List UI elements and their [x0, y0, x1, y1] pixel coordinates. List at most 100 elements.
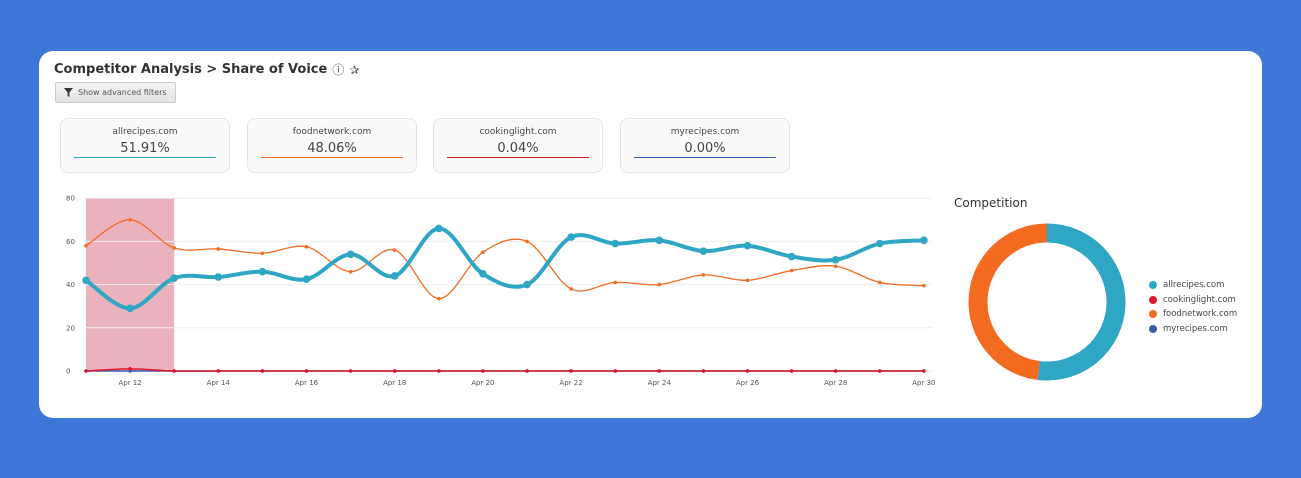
- data-point: [216, 369, 221, 373]
- legend-dot: [1149, 310, 1157, 319]
- x-tick-label: Apr 26: [736, 379, 760, 387]
- legend-dot: [1149, 281, 1157, 290]
- show-advanced-filters-button[interactable]: Show advanced filters: [55, 82, 176, 103]
- y-tick-label: 0: [66, 368, 70, 376]
- x-tick-label: Apr 18: [383, 379, 406, 387]
- x-tick-label: Apr 30: [912, 379, 935, 387]
- legend-item[interactable]: foodnetwork.com: [1149, 307, 1237, 322]
- data-point: [84, 369, 88, 373]
- info-icon[interactable]: ⓘ: [332, 63, 345, 77]
- x-tick-label: Apr 16: [295, 379, 319, 387]
- data-point: [172, 369, 176, 373]
- series-line-cookinglight: [85, 368, 924, 372]
- kpi-name: myrecipes.com: [670, 127, 740, 137]
- data-point: [657, 369, 662, 373]
- data-point: [304, 369, 309, 373]
- legend-item[interactable]: myrecipes.com: [1149, 322, 1237, 337]
- data-point: [569, 369, 573, 373]
- data-point: [481, 250, 485, 254]
- data-point: [525, 369, 529, 373]
- data-point: [876, 239, 884, 248]
- data-point: [831, 255, 840, 264]
- kpi-value: 51.91%: [74, 141, 216, 158]
- x-tick-label: Apr 22: [559, 379, 582, 387]
- data-point: [479, 270, 487, 278]
- kpi-value: 48.06%: [261, 141, 403, 158]
- data-point: [435, 224, 443, 233]
- data-point: [611, 239, 619, 248]
- data-point: [789, 268, 794, 273]
- kpi-name: cookinglight.com: [479, 127, 557, 137]
- filter-icon: [64, 88, 73, 97]
- data-point: [743, 241, 752, 250]
- data-point: [701, 273, 706, 277]
- data-point: [701, 369, 706, 373]
- data-point: [525, 239, 529, 244]
- kpi-value: 0.00%: [634, 141, 776, 158]
- data-point: [613, 369, 617, 373]
- kpi-foodnetwork[interactable]: foodnetwork.com 48.06%: [247, 118, 417, 173]
- breadcrumb: Competitor Analysis > Share of Voice: [54, 62, 328, 77]
- legend-item[interactable]: cookinglight.com: [1149, 293, 1237, 308]
- data-point: [437, 369, 441, 373]
- data-point: [216, 247, 221, 251]
- pin-icon[interactable]: ✰: [349, 62, 360, 77]
- legend-label: cookinglight.com: [1163, 294, 1236, 305]
- data-point: [346, 250, 355, 259]
- data-point: [348, 269, 353, 274]
- y-tick-label: 20: [66, 324, 75, 332]
- legend-label: foodnetwork.com: [1163, 309, 1238, 320]
- legend-label: myrecipes.com: [1163, 323, 1228, 334]
- legend-item[interactable]: allrecipes.com: [1149, 278, 1237, 293]
- x-tick-label: Apr 20: [471, 379, 494, 387]
- data-point: [878, 280, 882, 285]
- data-point: [172, 246, 176, 250]
- data-point: [787, 252, 796, 261]
- data-point: [655, 236, 664, 245]
- data-point: [348, 369, 353, 373]
- data-point: [745, 369, 750, 373]
- legend-dot: [1149, 295, 1157, 304]
- share-of-voice-card: Competitor Analysis > Share of Voice ⓘ ✰…: [39, 51, 1262, 418]
- data-point: [392, 369, 397, 373]
- data-point: [390, 272, 399, 280]
- kpi-allrecipes[interactable]: allrecipes.com 51.91%: [60, 118, 230, 173]
- legend-label: allrecipes.com: [1163, 280, 1225, 291]
- series-line-allrecipes: [84, 226, 925, 311]
- data-point: [126, 304, 134, 313]
- data-point: [833, 369, 838, 373]
- kpi-myrecipes[interactable]: myrecipes.com 0.00%: [620, 118, 790, 173]
- data-point: [302, 275, 311, 283]
- legend-dot: [1149, 324, 1157, 333]
- data-point: [392, 248, 397, 252]
- share-line-chart[interactable]: 0 20 40 60 80 Apr 12 Apr 14 Apr 16 Apr 18 Apr 20 A…: [39, 51, 939, 418]
- data-point: [920, 236, 928, 245]
- y-tick-label: 60: [66, 238, 75, 246]
- data-point: [437, 296, 441, 301]
- data-point: [567, 233, 575, 241]
- data-point: [260, 251, 265, 256]
- data-point: [258, 267, 267, 276]
- data-point: [84, 243, 88, 248]
- kpi-cookinglight[interactable]: cookinglight.com 0.04%: [433, 118, 603, 173]
- data-point: [569, 287, 573, 291]
- data-point: [523, 280, 531, 289]
- donut-legend: allrecipes.com cookinglight.com foodnetw…: [1149, 278, 1237, 336]
- data-point: [82, 276, 90, 285]
- filters-label: Show advanced filters: [78, 88, 167, 97]
- kpi-name: foodnetwork.com: [292, 127, 372, 137]
- kpi-name: allrecipes.com: [112, 127, 178, 137]
- data-point: [128, 218, 132, 222]
- x-tick-label: Apr 24: [648, 379, 672, 387]
- data-point: [699, 247, 708, 255]
- data-point: [922, 283, 926, 288]
- data-point: [260, 369, 265, 373]
- page-title: Competitor Analysis > Share of Voice ⓘ ✰: [54, 61, 359, 78]
- data-point: [613, 280, 617, 285]
- donut-slice-allrecipes: [1037, 223, 1126, 381]
- data-point: [789, 369, 794, 373]
- data-point: [304, 245, 309, 249]
- data-point: [745, 278, 750, 283]
- x-tick-label: Apr 28: [824, 379, 847, 387]
- data-point: [214, 273, 223, 281]
